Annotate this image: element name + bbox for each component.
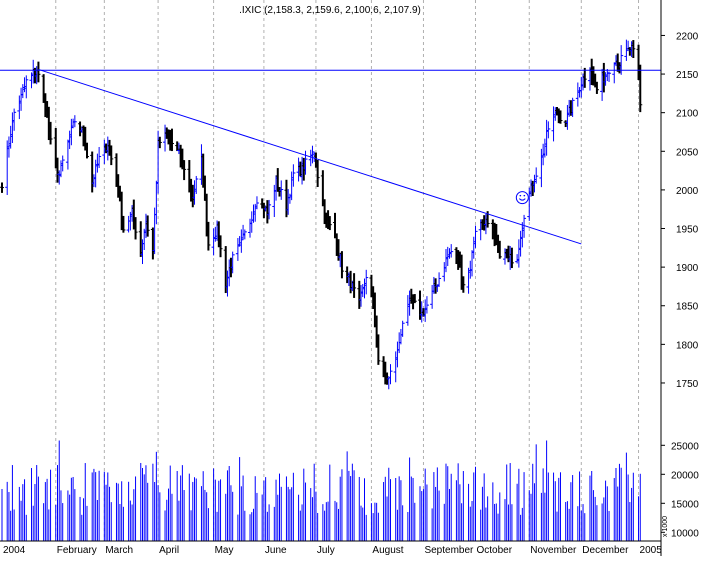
price-tick-label: 1750: [676, 379, 699, 390]
smiley-eye-right: [523, 194, 526, 197]
month-label: April: [159, 545, 179, 556]
volume-tick-label: 15000: [671, 499, 699, 510]
month-label: 2005: [640, 545, 663, 556]
month-label: 2004: [3, 545, 26, 556]
axes: 2004 February March April May June July August S…: [0, 0, 699, 556]
annotation-lines: [0, 68, 661, 245]
price-tick-label: 2050: [676, 147, 699, 158]
trend-line: [38, 68, 582, 245]
price-tick-label: 2200: [676, 31, 699, 42]
month-label: December: [582, 545, 629, 556]
smiley-icon: [515, 191, 529, 205]
price-tick-label: 2150: [676, 70, 699, 81]
volume-tick-label: 20000: [671, 470, 699, 481]
price-bars: [0, 39, 643, 390]
smiley-eye-left: [519, 194, 522, 197]
month-label: February: [57, 545, 97, 556]
month-label: September: [424, 545, 474, 556]
month-label: May: [215, 545, 234, 556]
price-tick-label: 1800: [676, 340, 699, 351]
volume-tick-label: 10000: [671, 528, 699, 539]
month-label: November: [530, 545, 577, 556]
price-tick-label: 2000: [676, 186, 699, 197]
month-label: March: [105, 545, 133, 556]
month-label: June: [265, 545, 287, 556]
month-label: August: [372, 545, 403, 556]
month-label: July: [317, 545, 335, 556]
volume-tick-label: 25000: [671, 441, 699, 452]
volume-bars: [1, 440, 641, 541]
price-tick-label: 1950: [676, 225, 699, 236]
price-tick-label: 1900: [676, 263, 699, 274]
price-tick-label: 1850: [676, 302, 699, 313]
price-tick-label: 2100: [676, 109, 699, 120]
month-label: October: [476, 545, 512, 556]
smiley-mouth: [518, 198, 526, 201]
volume-multiplier-label: x 1000: [662, 516, 669, 537]
chart-title: .IXIC (2,158.3, 2,159.6, 2,100.6, 2,107.…: [239, 5, 421, 16]
